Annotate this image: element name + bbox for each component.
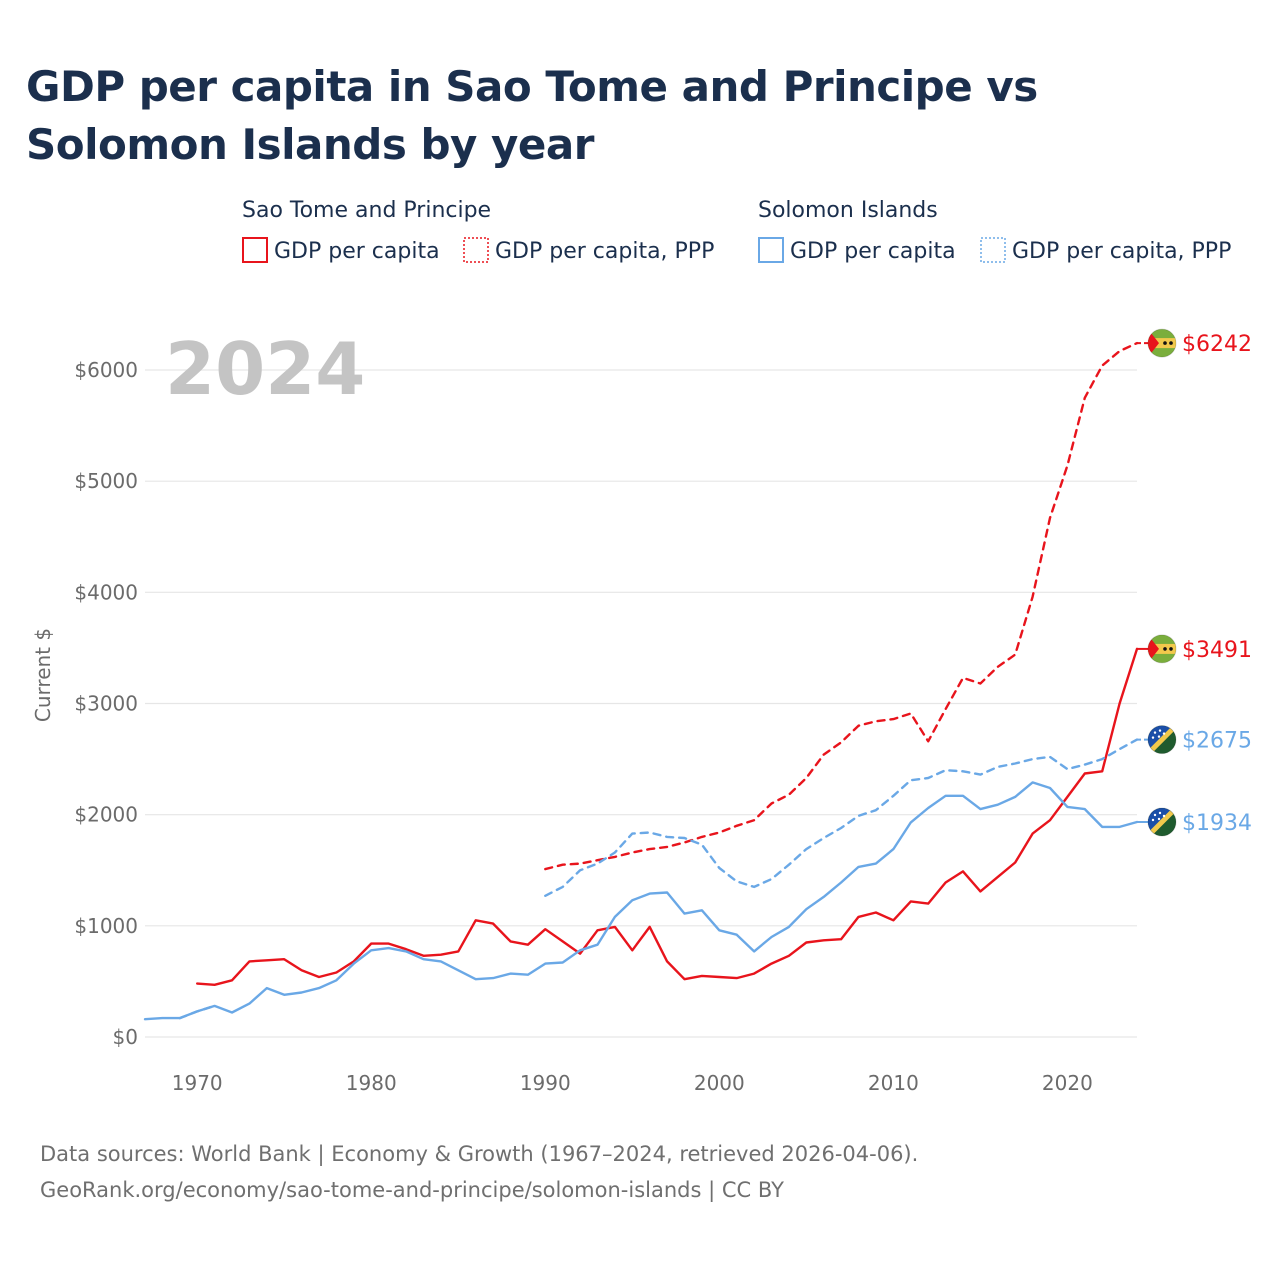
sao-tome-flag-icon (1147, 328, 1177, 358)
solomon-islands-flag-icon (1147, 725, 1177, 755)
legend-swatch-stp-gdp (242, 237, 268, 263)
legend-swatch-stp-ppp (463, 237, 489, 263)
legend-swatch-sol-gdp (758, 237, 784, 263)
series-line-3 (544, 738, 1139, 897)
x-axis-ticks: 1970 1980 1990 2000 2010 2020 (172, 1071, 1093, 1095)
x-tick-label: 1990 (520, 1071, 571, 1095)
end-value-label: $1934 (1182, 811, 1252, 836)
legend-group-sao-tome: Sao Tome and Principe (242, 198, 491, 223)
gridlines (145, 369, 1137, 1038)
y-tick-label: $1000 (74, 914, 138, 938)
footer: Data sources: World Bank | Economy & Gro… (40, 1136, 918, 1208)
x-tick-label: 1970 (172, 1071, 223, 1095)
end-value-label: $3491 (1182, 638, 1252, 663)
y-tick-label: $0 (113, 1025, 138, 1049)
series-line-4 (178, 1004, 216, 1020)
legend-label-stp-gdp: GDP per capita (274, 239, 440, 264)
end-value-label: $2675 (1182, 729, 1252, 754)
legend-swatch-sol-ppp (980, 237, 1006, 263)
y-tick-label: $2000 (74, 803, 138, 827)
x-tick-label: 2010 (868, 1071, 919, 1095)
y-tick-label: $3000 (74, 692, 138, 716)
year-watermark: 2024 (165, 327, 365, 411)
series-line-0 (196, 647, 1139, 986)
x-tick-label: 2000 (694, 1071, 745, 1095)
legend-group-solomon: Solomon Islands (758, 198, 938, 223)
chart-title: GDP per capita in Sao Tome and Principe … (26, 62, 1038, 169)
y-tick-label: $6000 (74, 358, 138, 382)
y-axis-label: Current $ (31, 628, 55, 722)
footer-link[interactable]: GeoRank.org/economy/sao-tome-and-princip… (40, 1178, 784, 1202)
solomon-islands-flag-icon (1147, 807, 1177, 837)
legend-label-sol-ppp: GDP per capita, PPP (1012, 239, 1231, 264)
series-line-1 (544, 341, 1139, 871)
legend-label-sol-gdp: GDP per capita (790, 239, 956, 264)
series-lines (143, 341, 1139, 1021)
y-tick-label: $4000 (74, 580, 138, 604)
legend: Sao Tome and Principe Solomon Islands GD… (242, 198, 1231, 264)
x-tick-label: 1980 (346, 1071, 397, 1095)
y-axis-ticks: $0 $1000 $2000 $3000 $4000 $5000 $6000 (74, 358, 138, 1049)
series-line-2 (143, 781, 1139, 1021)
sao-tome-flag-icon (1147, 634, 1177, 664)
series-end-markers: $3491 $6242 $1934 $2675 (1137, 328, 1252, 837)
footer-sources: Data sources: World Bank | Economy & Gro… (40, 1142, 919, 1166)
end-value-label: $6242 (1182, 332, 1252, 357)
legend-label-stp-ppp: GDP per capita, PPP (495, 239, 714, 264)
y-tick-label: $5000 (74, 469, 138, 493)
x-tick-label: 2020 (1042, 1071, 1093, 1095)
